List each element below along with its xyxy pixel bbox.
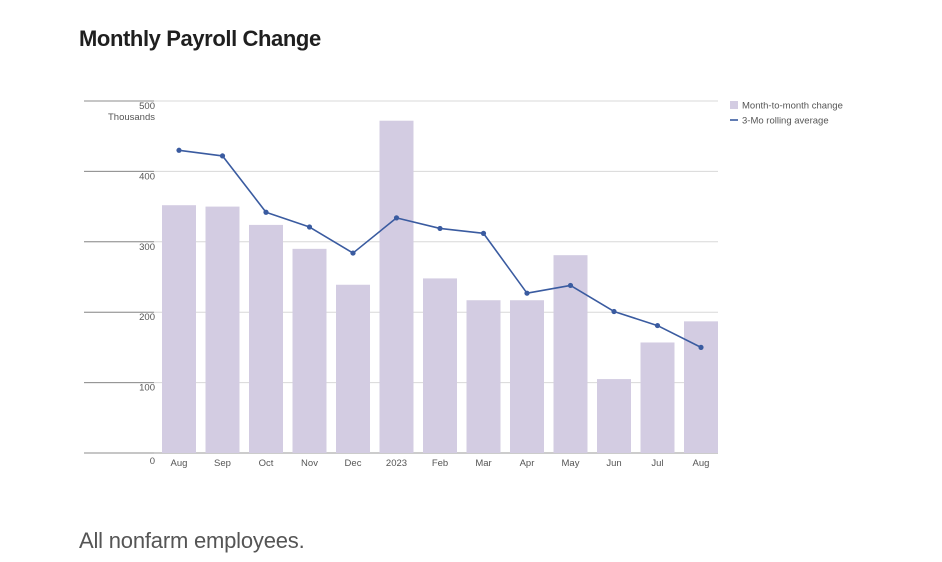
x-tick-label: Nov — [301, 458, 318, 469]
bar-7 — [466, 300, 501, 453]
y-axis-label: Thousands — [108, 112, 155, 123]
x-tick-label: Jun — [606, 458, 621, 469]
x-tick-label: Mar — [475, 458, 491, 469]
bar-12 — [684, 321, 718, 453]
rolling-average-point-4 — [350, 250, 356, 256]
x-tick-label: Feb — [432, 458, 448, 469]
x-tick-label: Aug — [171, 458, 188, 469]
bar-2 — [249, 224, 283, 453]
legend-bar-swatch — [730, 101, 738, 109]
rolling-average-point-8 — [524, 290, 530, 296]
axis-layer: 0 100 200 300 400 500 Aug Sep Oct Nov Dec 2023 Feb Ma… — [139, 101, 709, 469]
y-tick-label: 200 — [139, 312, 155, 323]
x-tick-label: 2023 — [386, 458, 407, 469]
rolling-average-point-6 — [437, 225, 443, 232]
rolling-average-point-12 — [698, 344, 704, 350]
y-tick-label: 500 — [139, 101, 155, 112]
rolling-average-point-9 — [567, 282, 574, 289]
x-tick-label: Sep — [214, 458, 231, 469]
x-tick-label: Aug — [693, 458, 710, 469]
bar-5 — [379, 120, 414, 453]
rolling-average-point-3 — [306, 224, 313, 230]
bar-0 — [162, 205, 196, 453]
bar-4 — [336, 284, 370, 453]
y-tick-label: 400 — [139, 171, 155, 182]
bar-3 — [292, 248, 327, 453]
y-tick-label: 0 — [150, 456, 155, 467]
bar-1 — [205, 206, 240, 453]
bar-8 — [510, 300, 544, 453]
bar-11 — [640, 342, 675, 453]
rolling-average-point-5 — [393, 215, 400, 221]
legend-bar-label: Month-to-month change — [742, 101, 843, 112]
x-tick-label: Oct — [259, 458, 274, 469]
legend: Month-to-month change 3-Mo rolling avera… — [730, 101, 843, 127]
x-tick-label: Jul — [651, 458, 663, 469]
legend-line-label: 3-Mo rolling average — [742, 116, 829, 127]
x-tick-label: Dec — [345, 458, 362, 469]
y-tick-label: 300 — [139, 242, 155, 253]
rolling-average-point-11 — [654, 322, 661, 329]
x-tick-label: May — [562, 458, 580, 469]
bar-layer — [162, 120, 718, 453]
rolling-average-point-7 — [480, 230, 487, 236]
rolling-average-point-1 — [219, 153, 226, 159]
line-layer — [176, 147, 704, 350]
chart-caption: All nonfarm employees. — [79, 528, 305, 553]
rolling-average-point-0 — [176, 147, 182, 153]
bar-6 — [423, 278, 457, 453]
x-tick-label: Apr — [520, 458, 535, 469]
rolling-average-point-2 — [263, 209, 269, 215]
bar-10 — [597, 379, 631, 453]
chart-title: Monthly Payroll Change — [79, 26, 321, 51]
rolling-average-point-10 — [611, 308, 617, 315]
y-tick-label: 100 — [139, 383, 155, 394]
